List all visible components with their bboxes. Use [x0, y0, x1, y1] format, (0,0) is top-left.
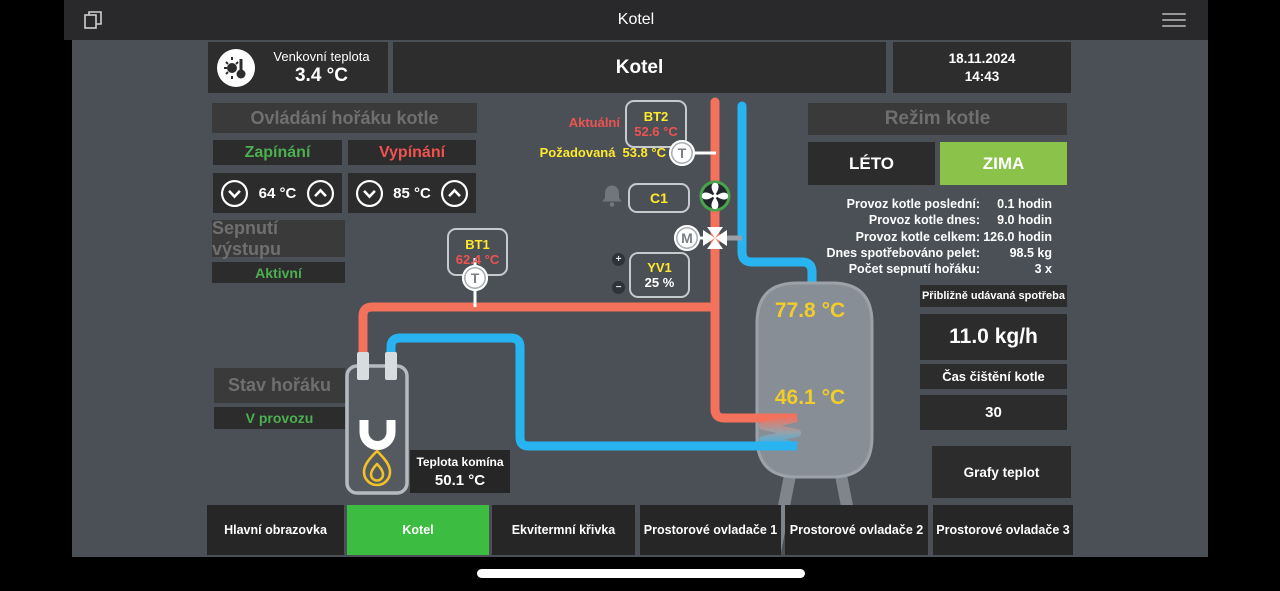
bt2-setpoint-row: Požadovaná 53.8 °C — [536, 145, 666, 160]
fan-icon — [699, 180, 731, 212]
outdoor-temp-icon — [217, 48, 255, 87]
burner-control-header: Ovládání hořáku kotle — [212, 103, 477, 133]
hot-pipe-boiler — [358, 302, 715, 362]
boiler-stub-left — [357, 352, 369, 380]
burner-off-stepper: 85 °C — [348, 173, 476, 213]
stat-label: Provoz kotle dnes: — [868, 213, 980, 228]
home-indicator[interactable] — [477, 569, 805, 578]
boiler-stub-right — [385, 352, 397, 380]
date: 18.11.2024 — [948, 50, 1016, 66]
stat-value: 9.0 hodin — [997, 213, 1052, 228]
hot-pipe-main — [710, 97, 755, 423]
output-switch-header: Sepnutí výstupu — [212, 218, 345, 259]
bt2-actual-value: 52.6 °C — [634, 124, 678, 139]
burner-state-header: Stav hořáku — [214, 368, 345, 403]
yv1-open-button[interactable]: + — [612, 253, 625, 266]
bt2-actual-label: Aktuální — [568, 115, 620, 130]
bt2-setpoint-value: 53.8 °C — [622, 145, 666, 160]
stats-row: Provoz kotle poslední: 0.1 hodin — [790, 196, 1052, 212]
stats-row: Počet sepnutí hořáku: 3 x — [790, 261, 1052, 277]
mode-summer-button[interactable]: LÉTO — [808, 142, 935, 185]
datetime-widget: 18.11.2024 14:43 — [893, 42, 1071, 93]
stat-value: 0.1 hodin — [997, 197, 1052, 211]
bt1-name: BT1 — [465, 237, 490, 252]
burner-on-setpoint: 64 °C — [258, 184, 297, 202]
floating-window-icon[interactable] — [84, 11, 102, 29]
alarm-bell-icon — [602, 185, 622, 207]
mixing-valve-icon — [703, 227, 727, 249]
menu-icon[interactable] — [1162, 13, 1186, 27]
top-bar: Kotel — [64, 0, 1208, 40]
decrease-off-temp-button[interactable] — [355, 179, 384, 208]
tank-top-temp: 77.8 °C — [774, 299, 846, 322]
c1-box: C1 — [628, 183, 690, 213]
bt2-name: BT2 — [643, 109, 669, 124]
stat-label: Počet sepnutí hořáku: — [848, 262, 980, 277]
outdoor-temp-widget: Venkovní teplota 3.4 °C — [208, 42, 388, 93]
time: 14:43 — [964, 68, 1000, 84]
boiler-exchanger-icon — [359, 420, 396, 450]
mode-winter-button[interactable]: ZIMA — [940, 142, 1067, 185]
boiler-stats: Provoz kotle poslední: 0.1 hodin Provoz k… — [790, 196, 1053, 280]
page-title: Kotel — [393, 42, 886, 93]
tab-prostorove-ovladace-3[interactable]: Prostorové ovladače 3 — [933, 505, 1073, 555]
bt2-sensor-box: BT2 52.6 °C — [625, 100, 687, 148]
cleaning-time-header: Čas čištění kotle — [920, 364, 1067, 389]
tab-kotel[interactable]: Kotel — [347, 505, 489, 555]
cold-pipe-top — [737, 101, 817, 297]
yv1-valve-box: YV1 25 % — [629, 252, 690, 298]
chimney-temp-label: Teplota komína — [416, 454, 504, 469]
yv1-position: 25 % — [644, 275, 675, 290]
stats-row: Dnes spotřebováno pelet: 98.5 kg — [790, 245, 1053, 261]
decrease-on-temp-button[interactable] — [220, 179, 249, 208]
cleaning-time-value: 30 — [920, 395, 1067, 430]
outdoor-temp-label: Venkovní teplota — [273, 48, 370, 64]
boiler-body — [345, 364, 409, 495]
tab-prostorove-ovladace-1[interactable]: Prostorové ovladače 1 — [640, 505, 781, 555]
increase-off-temp-button[interactable] — [440, 179, 469, 208]
burner-off-setpoint: 85 °C — [393, 184, 431, 202]
tank-bottom-temp: 46.1 °C — [774, 386, 846, 409]
burner-off-label: Vypínání — [348, 140, 476, 165]
stat-value: 126.0 hodin — [983, 229, 1052, 244]
stats-row: Provoz kotle dnes: 9.0 hodin — [790, 212, 1052, 228]
consumption-header: Přibližně udávaná spotřeba — [920, 285, 1067, 307]
chimney-temp-box: Teplota komína 50.1 °C — [410, 450, 510, 493]
valve-motor-icon: M — [674, 225, 700, 251]
cold-return-pipe — [386, 333, 750, 451]
stats-row: Provoz kotle celkem: 126.0 hodin — [790, 229, 1052, 245]
stat-label: Provoz kotle celkem: — [855, 229, 980, 244]
tab-ekvitermni-krivka[interactable]: Ekvitermní křivka — [492, 505, 635, 555]
bt1-temp-sensor-icon: T — [462, 265, 488, 291]
burner-on-label: Zapínání — [213, 140, 342, 165]
boiler-mode-header: Režim kotle — [808, 103, 1067, 135]
yv1-close-button[interactable]: − — [612, 281, 625, 294]
increase-on-temp-button[interactable] — [306, 179, 335, 208]
burner-state-status: V provozu — [214, 407, 345, 429]
consumption-value: 11.0 kg/h — [920, 314, 1067, 360]
c1-name: C1 — [650, 189, 668, 206]
stat-value: 3 x — [1034, 262, 1052, 277]
chimney-temp-value: 50.1 °C — [434, 471, 486, 489]
temperature-graphs-button[interactable]: Grafy teplot — [932, 446, 1071, 498]
statusbar-title: Kotel — [617, 11, 655, 28]
stat-label: Dnes spotřebováno pelet: — [826, 245, 981, 260]
tab-prostorove-ovladace-2[interactable]: Prostorové ovladače 2 — [785, 505, 928, 555]
burner-on-stepper: 64 °C — [213, 173, 342, 213]
yv1-name: YV1 — [647, 260, 672, 275]
outdoor-temp-value: 3.4 °C — [294, 64, 348, 86]
output-status: Aktivní — [212, 262, 345, 283]
bt1-value: 62.4 °C — [455, 252, 500, 267]
stat-value: 98.5 kg — [1009, 245, 1052, 260]
tab-hlavni-obrazovka[interactable]: Hlavní obrazovka — [207, 505, 344, 555]
stat-label: Provoz kotle poslední: — [846, 197, 980, 211]
bt2-temp-sensor-icon: T — [669, 140, 695, 166]
flame-icon — [362, 449, 392, 487]
bt2-setpoint-label: Požadovaná — [539, 145, 616, 160]
